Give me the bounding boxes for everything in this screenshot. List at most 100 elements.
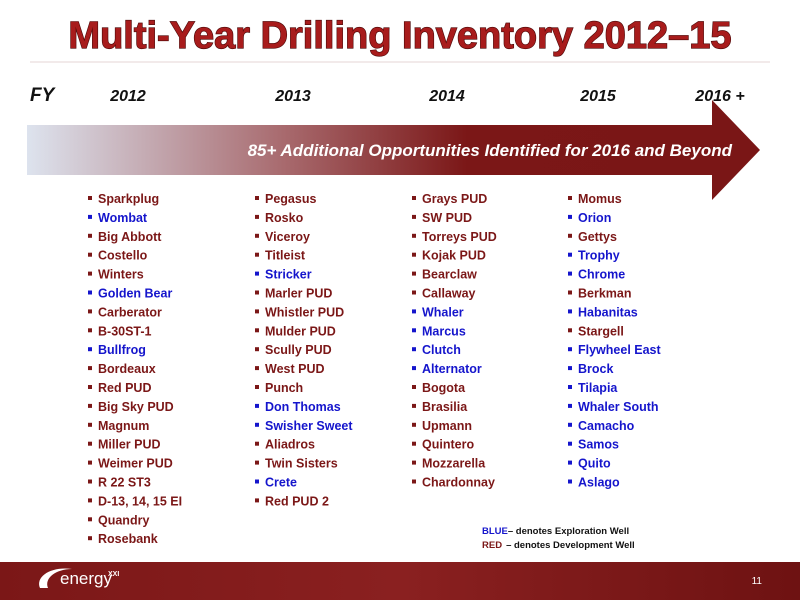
page-number: 11 (752, 576, 763, 587)
well-name: Miller PUD (98, 438, 161, 452)
bullet (255, 309, 259, 314)
bullet (568, 214, 572, 219)
bullet (88, 422, 92, 427)
bullet (568, 309, 572, 314)
bullet (568, 385, 572, 389)
well-name: Samos (578, 438, 619, 452)
bullet (412, 214, 416, 219)
bullet (255, 328, 259, 333)
bullet (412, 328, 416, 333)
well-name: Marcus (422, 324, 466, 338)
well-name: Golden Bear (98, 287, 172, 301)
bullet (255, 385, 259, 389)
bullet (412, 479, 416, 484)
well-name: Swisher Sweet (265, 419, 353, 433)
bullet (568, 196, 572, 200)
legend-entry: RED – denotes Development Well (482, 540, 635, 551)
well-name: Chrome (578, 268, 625, 282)
well-name: Magnum (98, 419, 149, 433)
year-label: 2015 (579, 88, 617, 105)
bullet (412, 366, 416, 371)
well-name: Titleist (265, 249, 306, 263)
bullet (412, 460, 416, 465)
legend: BLUE– denotes Exploration Well RED – denot… (482, 526, 635, 551)
well-name: Big Sky PUD (98, 400, 174, 414)
well-name: Berkman (578, 287, 632, 301)
well-name: Big Abbott (98, 230, 162, 244)
well-name: Whaler (422, 305, 464, 319)
bullet (88, 328, 92, 333)
legend-key: BLUE (482, 526, 508, 537)
bullet (88, 460, 92, 465)
bullet (88, 347, 92, 352)
bullet (568, 290, 572, 295)
well-name: Weimer PUD (98, 457, 173, 471)
well-name: Pegasus (265, 192, 316, 206)
bullet (412, 271, 416, 276)
well-name: Bogota (422, 381, 466, 395)
well-name: Orion (578, 211, 611, 225)
legend-key: RED (482, 540, 502, 551)
well-name: Rosko (265, 211, 304, 225)
well-name: Bordeaux (98, 362, 156, 376)
bullet (412, 309, 416, 314)
bullet (568, 422, 572, 427)
well-name: Stargell (578, 324, 624, 338)
well-name: Sparkplug (98, 192, 159, 206)
well-name: R 22 ST3 (98, 476, 151, 490)
well-name: Momus (578, 192, 622, 206)
bullet (568, 403, 572, 408)
well-name: Mozzarella (422, 457, 486, 471)
logo-swoosh (39, 568, 72, 588)
bullet (88, 403, 92, 408)
well-name: Viceroy (265, 230, 310, 244)
well-name: Torreys PUD (422, 230, 497, 244)
well-name: Bullfrog (98, 343, 146, 357)
bullet (88, 290, 92, 295)
well-name: Punch (265, 381, 303, 395)
bullet (88, 441, 92, 446)
bullet (88, 366, 92, 371)
bullet (412, 196, 416, 200)
bullet (412, 385, 416, 389)
well-name: Stricker (265, 268, 312, 282)
logo-text: energy (60, 569, 112, 588)
bullet (255, 479, 259, 484)
year-label: 2012 (109, 88, 146, 105)
bullet (568, 233, 572, 238)
bullet (568, 328, 572, 333)
well-name: Grays PUD (422, 192, 487, 206)
well-name: Quintero (422, 438, 474, 452)
bullet (255, 271, 259, 276)
bullet (568, 366, 572, 371)
well-name: Whaler South (578, 400, 659, 414)
bullet (88, 214, 92, 219)
well-name: Chardonnay (422, 476, 495, 490)
bullet (88, 196, 92, 200)
bullet (88, 385, 92, 389)
bullet (568, 441, 572, 446)
bullet (255, 252, 259, 257)
bullet (255, 441, 259, 446)
bullet (88, 233, 92, 238)
well-name: Clutch (422, 343, 461, 357)
legend-text: – denotes Exploration Well (508, 526, 629, 537)
well-name: Aslago (578, 476, 620, 490)
well-name: B-30ST-1 (98, 324, 152, 338)
year-label: 2013 (274, 88, 311, 105)
bullet (88, 498, 92, 503)
bullet (255, 214, 259, 219)
bullet (568, 479, 572, 484)
well-name: Scully PUD (265, 343, 332, 357)
bullet (88, 517, 92, 522)
bullet (88, 252, 92, 257)
bullet (255, 498, 259, 503)
well-name: Winters (98, 268, 144, 282)
well-name: Marler PUD (265, 287, 332, 301)
well-name: Quandry (98, 513, 149, 527)
well-name: Habanitas (578, 305, 638, 319)
bullet (255, 366, 259, 371)
